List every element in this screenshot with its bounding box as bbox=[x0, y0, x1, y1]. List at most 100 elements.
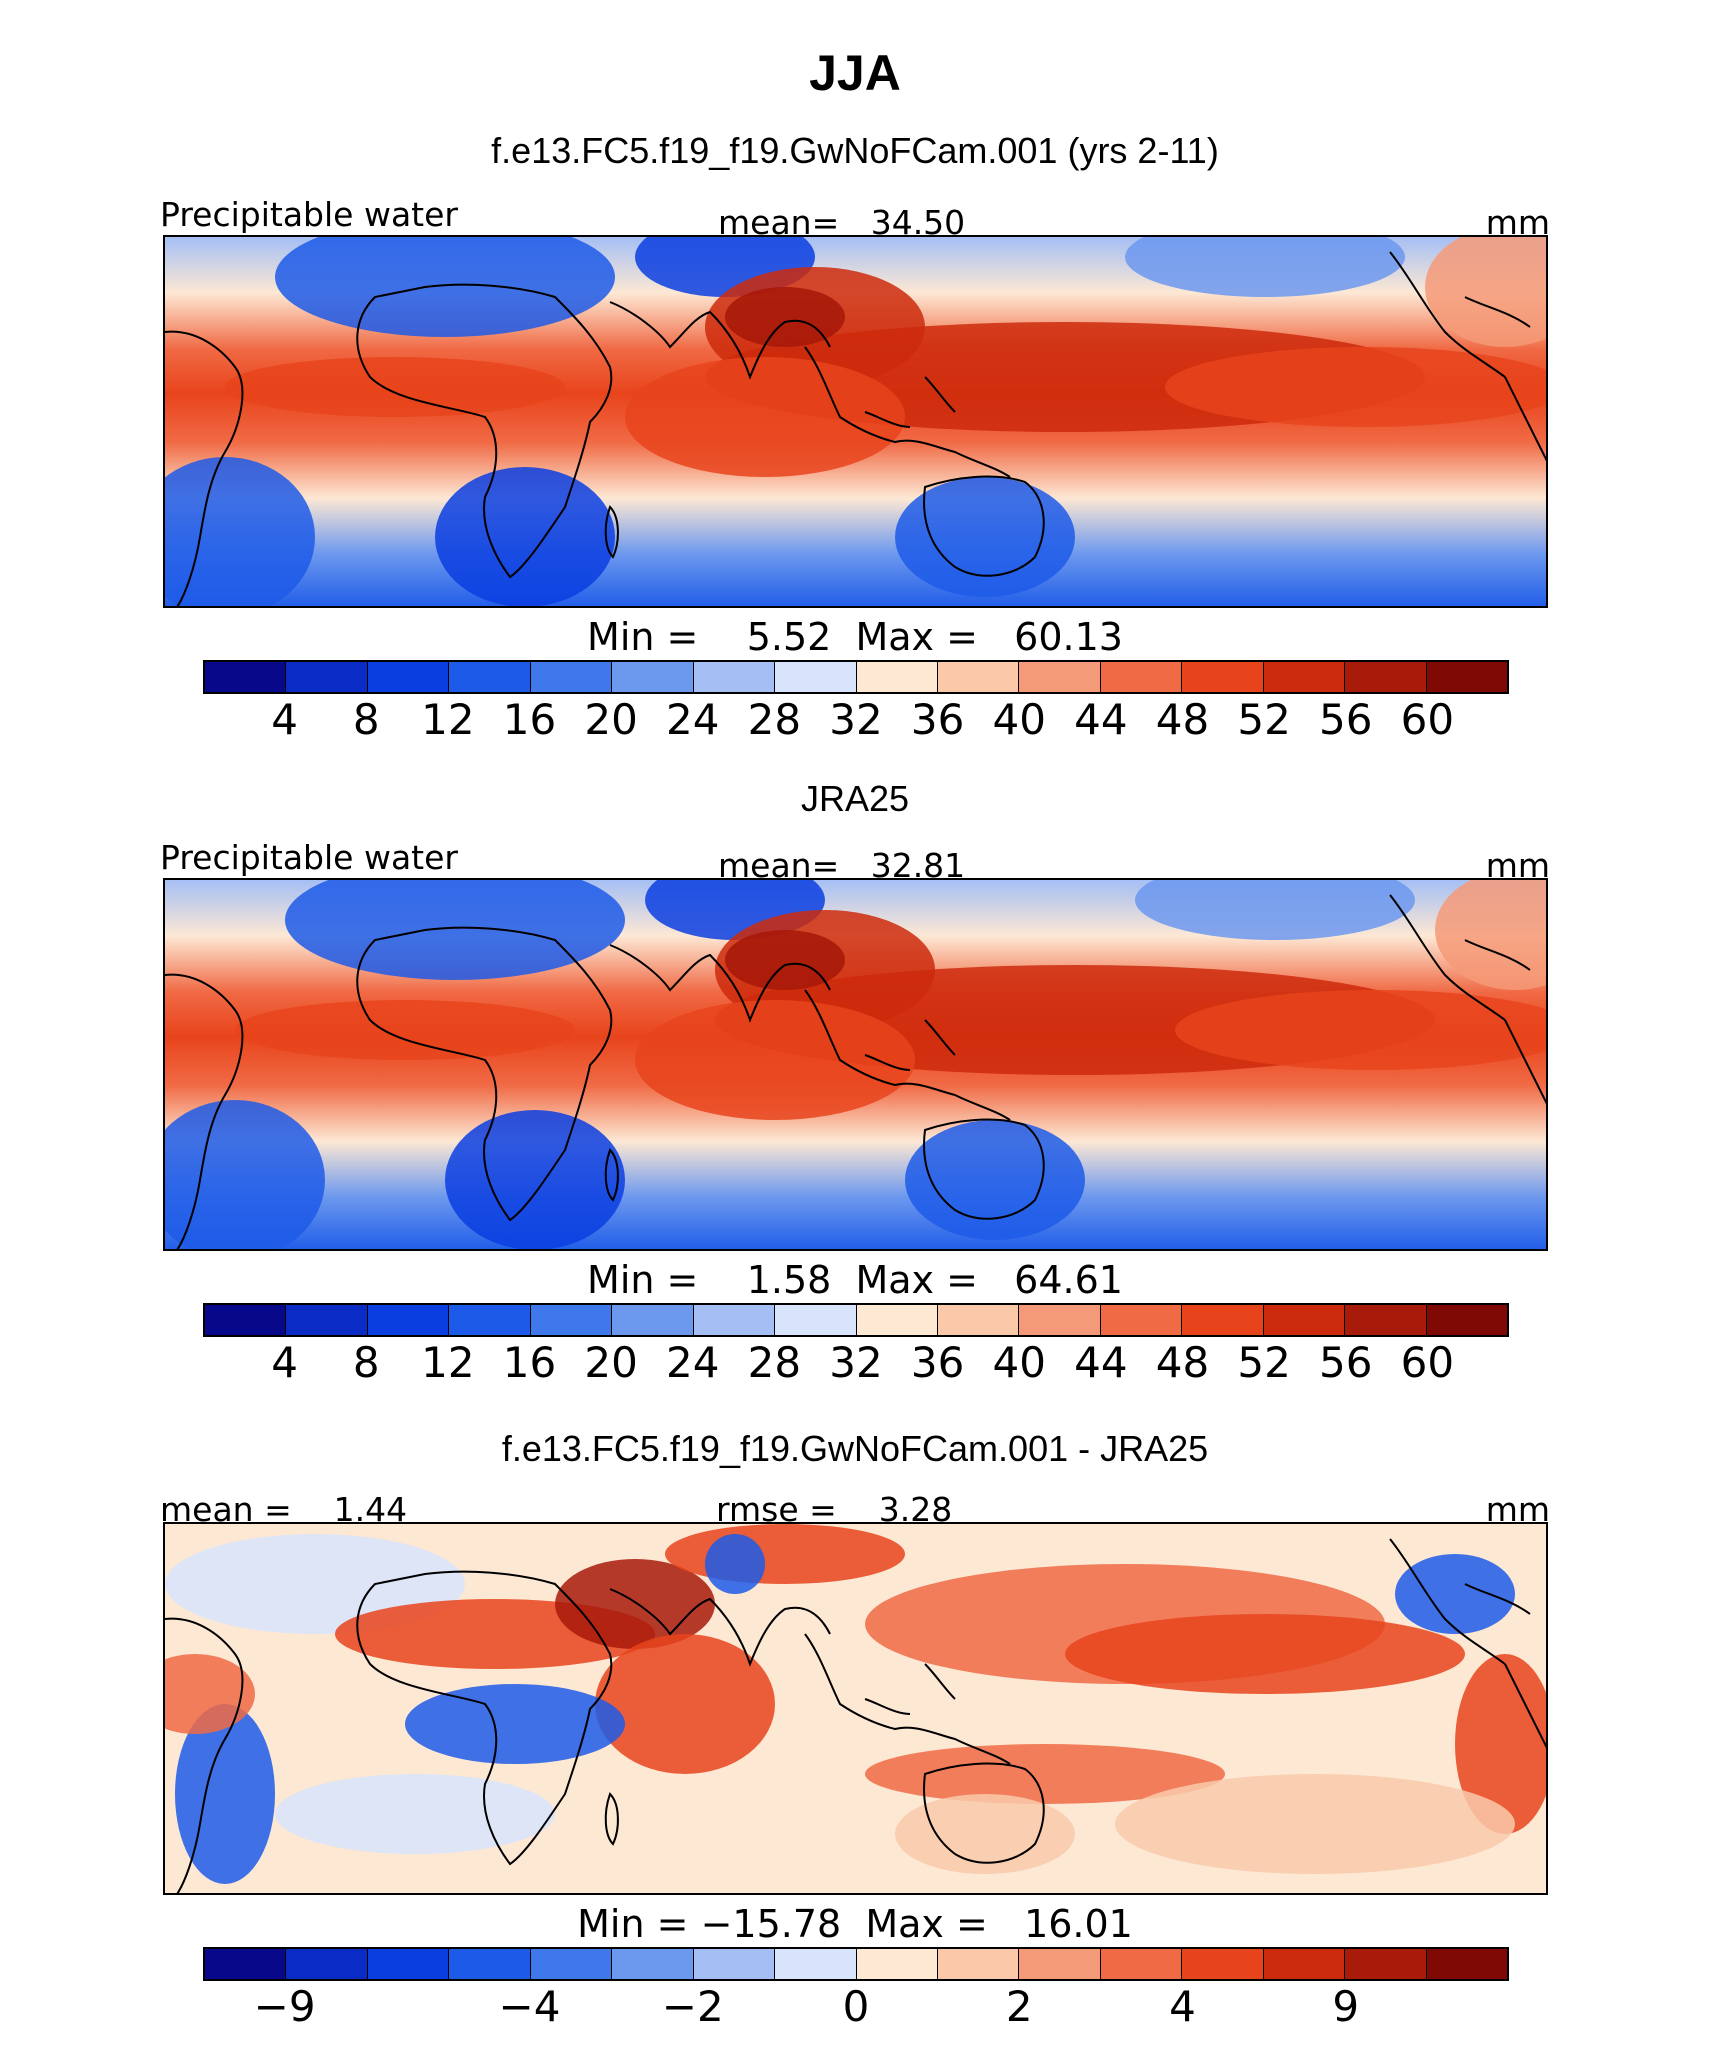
coastline bbox=[356, 1570, 613, 1866]
colorbar-tick-label: 20 bbox=[584, 695, 638, 744]
coastline bbox=[923, 475, 1045, 577]
colorbar-tick-label: 0 bbox=[842, 1982, 870, 2031]
colorbar-swatch bbox=[775, 1949, 857, 1979]
colorbar-swatch bbox=[1345, 1305, 1427, 1335]
colorbar-swatch bbox=[856, 1949, 938, 1979]
colorbar-swatch bbox=[1100, 1305, 1183, 1335]
colorbar-tick-label: 4 bbox=[1169, 1982, 1196, 2031]
contour-region bbox=[1115, 1774, 1515, 1874]
contour-region bbox=[175, 1704, 275, 1884]
contour-region bbox=[705, 1534, 765, 1594]
coastline bbox=[165, 1617, 244, 1893]
colorbar-tick-label: 9 bbox=[1332, 1982, 1360, 2031]
colorbar-tick-label: 4 bbox=[271, 1338, 298, 1387]
colorbar-swatch bbox=[612, 1949, 694, 1979]
colorbar-tick-label: 8 bbox=[352, 1338, 380, 1387]
min-max-label: Min = 1.58 Max = 64.61 bbox=[587, 1258, 1123, 1302]
colorbar-swatch bbox=[612, 1305, 694, 1335]
coastline bbox=[804, 989, 1011, 1121]
colorbar-swatch bbox=[1182, 1949, 1264, 1979]
contour-region bbox=[1175, 990, 1546, 1070]
coastline bbox=[804, 346, 1011, 478]
colorbar-swatch bbox=[693, 1949, 776, 1979]
contour-region bbox=[405, 1684, 625, 1764]
coastline bbox=[1464, 1583, 1531, 1615]
colorbar-swatch bbox=[367, 662, 450, 692]
contour-region bbox=[235, 1000, 575, 1060]
contour-region bbox=[625, 357, 905, 477]
colorbar-tick-label: 16 bbox=[502, 1338, 557, 1387]
colorbar-swatch bbox=[286, 1949, 368, 1979]
colorbar-swatch bbox=[775, 662, 857, 692]
colorbar-swatch bbox=[1426, 662, 1507, 692]
colorbar-tick-label: −9 bbox=[253, 1982, 316, 2031]
colorbar-swatch bbox=[530, 1949, 613, 1979]
colorbar-swatch bbox=[1019, 1305, 1101, 1335]
colorbar-tick-label: 36 bbox=[910, 695, 965, 744]
coastline bbox=[1504, 1663, 1546, 1749]
colorbar-tick-label: 48 bbox=[1155, 1338, 1210, 1387]
colorbar-tick-label: 40 bbox=[992, 1338, 1046, 1387]
coastline bbox=[1504, 1019, 1546, 1105]
colorbar-tick-label: −4 bbox=[498, 1982, 561, 2031]
colorbar-swatch bbox=[1182, 1305, 1264, 1335]
coastline bbox=[604, 505, 619, 559]
colorbar-tick-label: −2 bbox=[661, 1982, 724, 2031]
contour-region bbox=[1395, 1554, 1515, 1634]
coastline bbox=[1504, 376, 1546, 462]
colorbar-tick-label: 24 bbox=[666, 1338, 720, 1387]
coastline bbox=[1389, 251, 1506, 378]
variable-label: Precipitable water bbox=[160, 195, 458, 234]
precipitable-water-map bbox=[163, 878, 1548, 1251]
colorbar-swatch bbox=[1426, 1305, 1507, 1335]
colorbar-swatch bbox=[530, 1305, 613, 1335]
coastline bbox=[609, 944, 831, 1023]
colorbar-swatch bbox=[530, 662, 613, 692]
contour-region bbox=[165, 1654, 255, 1734]
colorbar-swatch bbox=[367, 1305, 450, 1335]
contour-region bbox=[895, 1794, 1075, 1874]
coastline bbox=[1389, 1538, 1506, 1665]
coastline bbox=[165, 330, 244, 606]
contour-region bbox=[665, 1524, 905, 1584]
coastline bbox=[609, 1588, 831, 1667]
colorbar-swatch bbox=[367, 1949, 450, 1979]
contour-region bbox=[905, 1120, 1085, 1240]
contour-region bbox=[1065, 1614, 1465, 1694]
colorbar-swatch bbox=[205, 1949, 287, 1979]
min-max-label: Min = −15.78 Max = 16.01 bbox=[577, 1902, 1133, 1946]
colorbar-ticks: −9 −4 −2 0 2 4 9 bbox=[203, 1982, 1509, 2032]
variable-label: Precipitable water bbox=[160, 838, 458, 877]
coastline bbox=[923, 1762, 1045, 1864]
map-field bbox=[165, 1524, 1546, 1893]
colorbar bbox=[203, 660, 1509, 694]
colorbar-swatch bbox=[1345, 1949, 1427, 1979]
colorbar-tick-label: 36 bbox=[910, 1338, 965, 1387]
colorbar-swatch bbox=[286, 1305, 368, 1335]
colorbar-tick-label: 28 bbox=[747, 1338, 802, 1387]
colorbar bbox=[203, 1947, 1509, 1981]
colorbar-tick-label: 52 bbox=[1237, 695, 1291, 744]
colorbar-swatch bbox=[775, 1305, 857, 1335]
contour-region bbox=[725, 287, 845, 347]
colorbar-tick-label: 48 bbox=[1155, 695, 1210, 744]
coastline bbox=[864, 1698, 911, 1715]
colorbar-swatch bbox=[1019, 662, 1101, 692]
colorbar-swatch bbox=[1263, 662, 1346, 692]
contour-region bbox=[165, 1100, 325, 1249]
colorbar-tick-label: 12 bbox=[421, 1338, 475, 1387]
contour-region bbox=[165, 457, 315, 606]
coastline bbox=[604, 1792, 619, 1846]
colorbar-swatch bbox=[449, 1305, 531, 1335]
coastline bbox=[604, 1148, 619, 1202]
colorbar-tick-label: 60 bbox=[1400, 695, 1455, 744]
colorbar-swatch bbox=[1263, 1305, 1346, 1335]
contour-region bbox=[275, 1774, 555, 1854]
colorbar-tick-label: 12 bbox=[421, 695, 475, 744]
colorbar-ticks: 4 8 12 16 20 24 28 32 36 40 44 48 52 56 60 bbox=[203, 695, 1509, 745]
colorbar-swatch bbox=[856, 1305, 938, 1335]
precipitable-water-map bbox=[163, 235, 1548, 608]
colorbar-tick-label: 24 bbox=[666, 695, 720, 744]
colorbar-swatch bbox=[1426, 1949, 1507, 1979]
coastline bbox=[924, 1663, 956, 1700]
